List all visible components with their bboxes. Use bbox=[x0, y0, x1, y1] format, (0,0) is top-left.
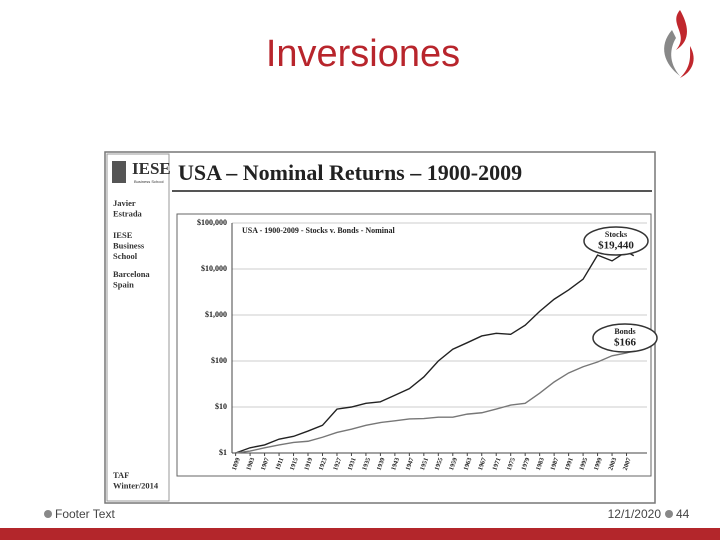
y-tick-label: $1 bbox=[219, 448, 227, 457]
y-tick-label: $1,000 bbox=[205, 310, 227, 319]
x-tick-label: 1931 bbox=[347, 457, 358, 472]
logo-sub: Business School bbox=[134, 179, 164, 184]
logo: IESE bbox=[132, 159, 171, 178]
x-tick-label: 1947 bbox=[405, 456, 416, 471]
sidebar-text: TAF bbox=[113, 470, 129, 480]
x-tick-label: 2003 bbox=[607, 456, 618, 471]
plot-frame bbox=[176, 213, 652, 477]
sidebar-text: Javier bbox=[113, 198, 136, 208]
sidebar-text: IESE bbox=[113, 230, 133, 240]
y-tick-label: $100,000 bbox=[197, 218, 227, 227]
footer-bar bbox=[0, 528, 720, 540]
slide-title: Inversiones bbox=[266, 33, 460, 75]
line bbox=[235, 350, 634, 454]
line bbox=[235, 250, 635, 454]
logo-mark bbox=[112, 161, 126, 183]
x-tick-label: 1923 bbox=[318, 456, 329, 471]
x-tick-label: 1999 bbox=[593, 456, 604, 471]
x-tick-label: 1899 bbox=[231, 456, 242, 471]
x-tick-label: 1907 bbox=[260, 456, 271, 471]
x-tick-label: 1943 bbox=[390, 456, 401, 471]
legend-label: Stocks bbox=[605, 230, 627, 239]
x-tick-label: 1979 bbox=[520, 456, 531, 471]
footer-date: 12/1/2020 bbox=[608, 507, 662, 521]
page-number: 44 bbox=[676, 507, 690, 521]
sidebar-text: Estrada bbox=[113, 208, 143, 218]
sidebar-text: Barcelona bbox=[113, 269, 150, 279]
sidebar-text: Spain bbox=[113, 279, 134, 289]
x-tick-label: 1983 bbox=[535, 456, 546, 471]
x-tick-label: 1991 bbox=[564, 457, 575, 472]
x-tick-label: 1971 bbox=[491, 457, 502, 472]
y-tick-label: $10 bbox=[215, 402, 227, 411]
x-tick-label: 1955 bbox=[434, 456, 445, 471]
footer-dot bbox=[665, 510, 673, 518]
annotation-value: $19,440 bbox=[598, 240, 634, 252]
x-tick-label: 1963 bbox=[463, 456, 474, 471]
y-tick-label: $100 bbox=[211, 356, 227, 365]
x-tick-label: 1995 bbox=[578, 456, 589, 471]
footer-text: Footer Text bbox=[55, 507, 115, 521]
annotation-ring bbox=[583, 226, 649, 256]
sidebar-text: Business bbox=[113, 240, 145, 250]
footer-dot bbox=[44, 510, 52, 518]
sidebar bbox=[106, 153, 170, 502]
x-tick-label: 2007 bbox=[622, 456, 633, 471]
x-tick-label: 1911 bbox=[274, 457, 285, 471]
x-tick-label: 1987 bbox=[549, 456, 560, 471]
y-tick-label: $10,000 bbox=[201, 264, 227, 273]
chart-subtitle: USA - 1900-2009 - Stocks v. Bonds - Nomi… bbox=[242, 226, 395, 235]
flame-logo bbox=[664, 10, 694, 78]
legend-label: Bonds bbox=[614, 327, 635, 336]
x-tick-label: 1975 bbox=[506, 456, 517, 471]
x-tick-label: 1939 bbox=[376, 456, 387, 471]
x-tick-label: 1915 bbox=[289, 456, 300, 471]
x-tick-label: 1951 bbox=[419, 457, 430, 472]
sidebar-text: Winter/2014 bbox=[113, 480, 159, 490]
annotation-value: $166 bbox=[614, 337, 637, 349]
x-tick-label: 1935 bbox=[361, 456, 372, 471]
x-tick-label: 1927 bbox=[332, 456, 343, 471]
annotation-ring bbox=[592, 323, 658, 353]
chart-title: USA – Nominal Returns – 1900-2009 bbox=[178, 160, 522, 185]
sidebar-text: School bbox=[113, 251, 138, 261]
x-tick-label: 1959 bbox=[448, 456, 459, 471]
x-tick-label: 1919 bbox=[303, 456, 314, 471]
x-tick-label: 1903 bbox=[245, 456, 256, 471]
x-tick-label: 1967 bbox=[477, 456, 488, 471]
